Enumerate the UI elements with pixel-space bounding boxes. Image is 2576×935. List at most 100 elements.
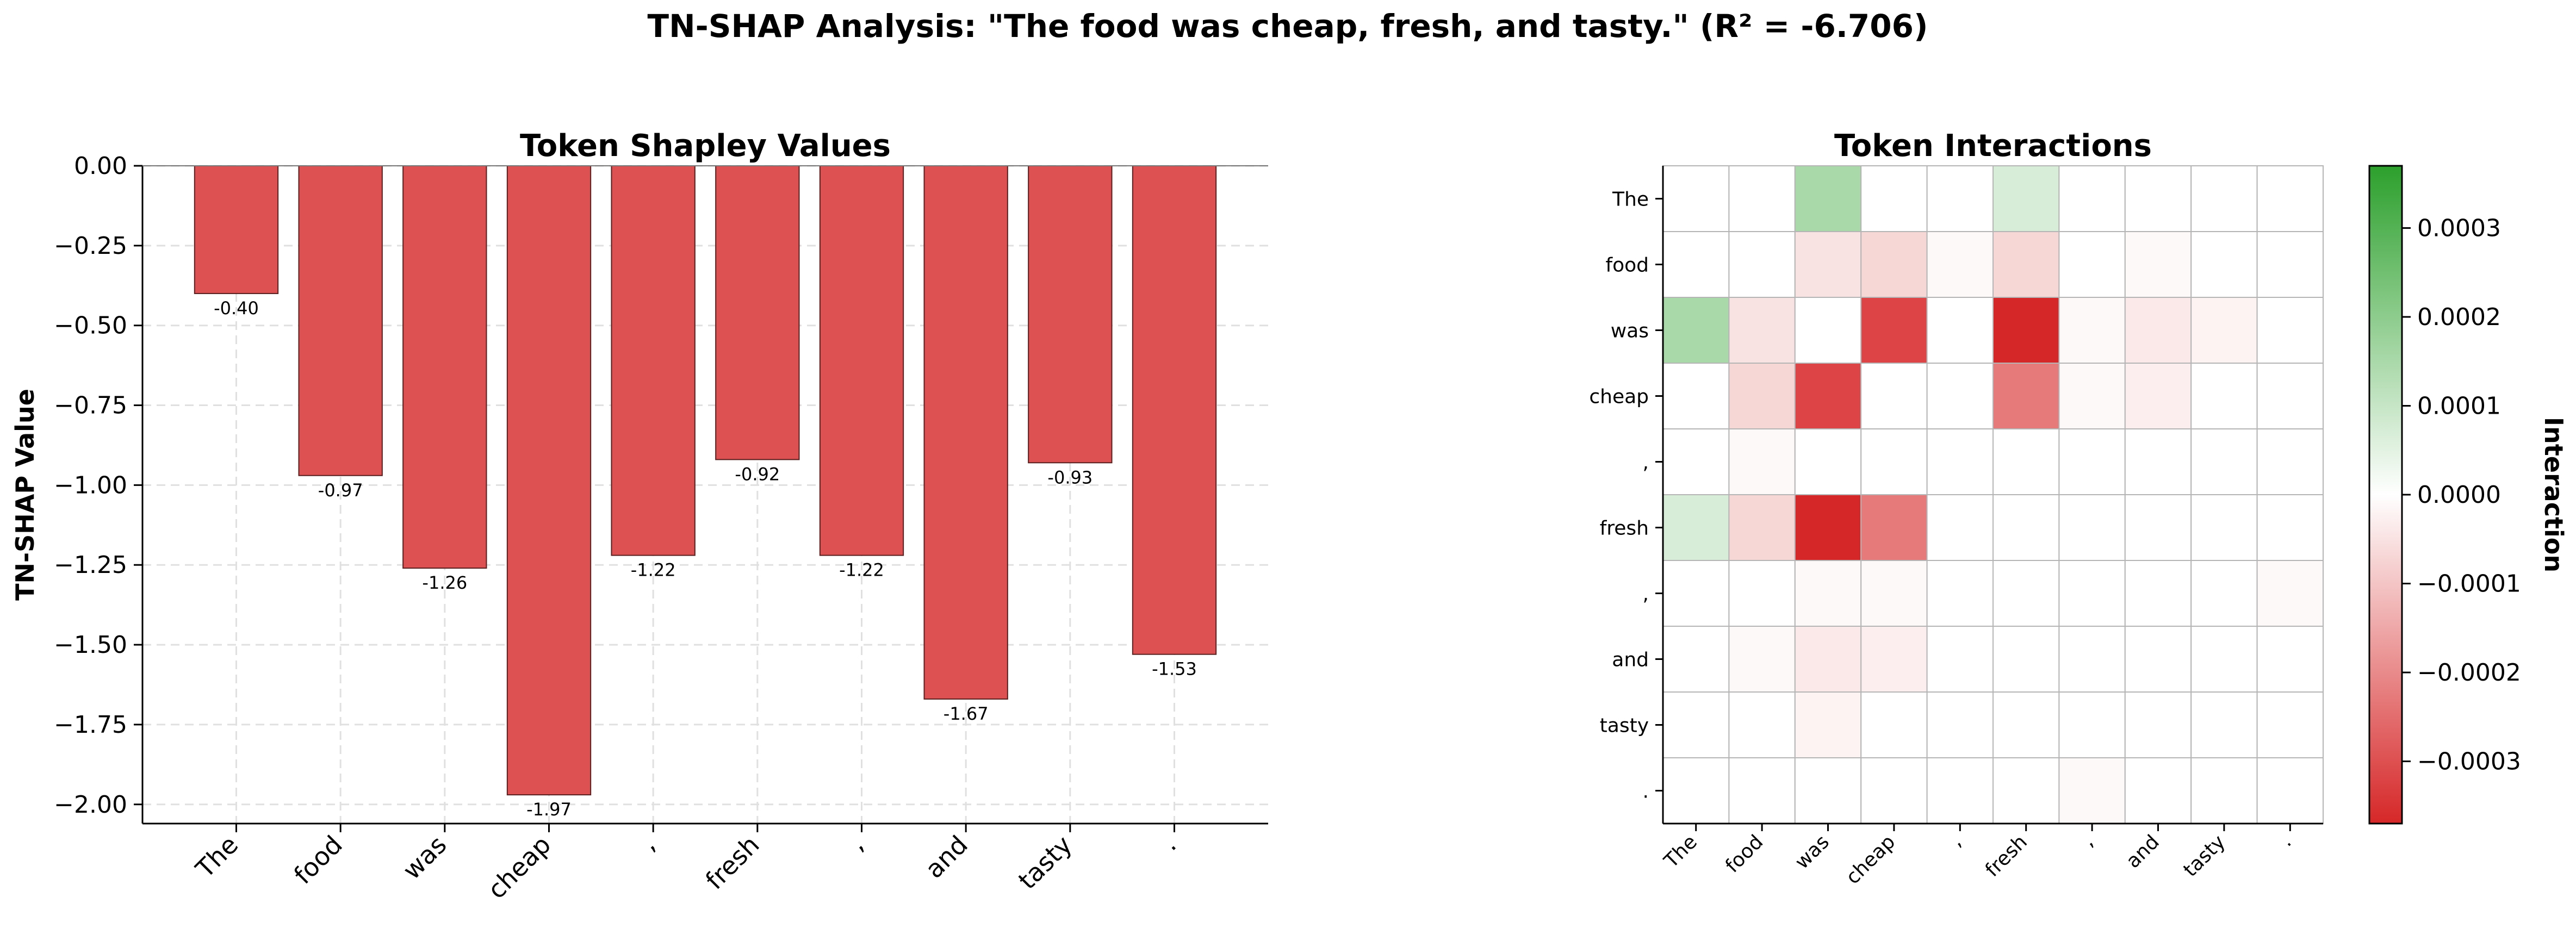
bar-chart-title: Token Shapley Values: [520, 128, 891, 164]
heatmap-cell: [1860, 691, 1928, 758]
bar-7: [923, 165, 1008, 700]
colorbar-tick-label: −0.0003: [2417, 748, 2521, 776]
heatmap-cell: [1926, 691, 1994, 758]
bar-value-label: -0.92: [735, 464, 780, 484]
heatmap-x-label: cheap: [1842, 831, 1900, 889]
heatmap-cell: [2058, 560, 2126, 627]
heatmap-cell: [1662, 165, 1730, 232]
y-tick-label: −2.00: [54, 791, 127, 819]
heatmap-y-label: .: [1643, 781, 1649, 803]
x-tick-label: ,: [634, 830, 661, 857]
heatmap-cell: [1728, 363, 1796, 429]
heatmap-cell: [1992, 297, 2060, 364]
heatmap-cell: [1662, 691, 1730, 758]
heatmap-cell: [1926, 231, 1994, 298]
heatmap-cell: [1662, 560, 1730, 627]
heatmap-cell: [2256, 757, 2324, 824]
y-tick-label: −1.75: [54, 711, 127, 739]
y-tick-label: −1.00: [54, 471, 127, 499]
heatmap-cell: [2256, 560, 2324, 627]
heatmap-cell: [1794, 165, 1862, 232]
heatmap-cell: [1794, 691, 1862, 758]
heatmap-cell: [2058, 363, 2126, 429]
heatmap-x-label: fresh: [1981, 831, 2032, 881]
colorbar-label: Interaction: [2539, 417, 2568, 572]
heatmap-cell: [1926, 494, 1994, 561]
heatmap-cell: [2058, 757, 2126, 824]
heatmap-cell: [2124, 428, 2192, 495]
bar-3: [506, 165, 592, 796]
heatmap-cell: [1992, 626, 2060, 693]
bar-5: [715, 165, 800, 460]
heatmap-cell: [1992, 165, 2060, 232]
heatmap-cell: [1662, 231, 1730, 298]
x-tick-label: food: [288, 830, 348, 890]
colorbar-bar: [2368, 165, 2403, 825]
heatmap-cell: [2256, 297, 2324, 364]
heatmap-cell: [1992, 757, 2060, 824]
heatmap-x-label: ,: [1946, 831, 1966, 851]
heatmap-cell: [1860, 363, 1928, 429]
heatmap-cell: [2190, 560, 2258, 627]
bar-9: [1132, 165, 1217, 655]
bar-value-label: -1.22: [839, 560, 884, 581]
heatmap-cell: [1794, 363, 1862, 429]
y-tick-label: −0.25: [54, 232, 127, 260]
heatmap-cell: [2190, 428, 2258, 495]
heatmap-cell: [2190, 626, 2258, 693]
heatmap-y-label: The: [1612, 189, 1649, 211]
heatmap-cell: [2124, 560, 2192, 627]
heatmap-cell: [1992, 691, 2060, 758]
bar-4: [611, 165, 696, 556]
heatmap-cell: [1992, 560, 2060, 627]
heatmap-cell: [1728, 297, 1796, 364]
heatmap-x-label: and: [2122, 831, 2164, 872]
heatmap-cell: [1794, 626, 1862, 693]
heatmap-y-label: ,: [1643, 452, 1649, 474]
colorbar-tick-label: 0.0002: [2417, 303, 2501, 331]
heatmap-cell: [1794, 494, 1862, 561]
heatmap-cell: [1728, 165, 1796, 232]
heatmap-cell: [1860, 560, 1928, 627]
y-tick-label: −0.50: [54, 312, 127, 340]
heatmap-x-label: .: [2276, 831, 2296, 851]
heatmap-cell: [1794, 757, 1862, 824]
heatmap-cell: [2058, 428, 2126, 495]
heatmap-cell: [1794, 428, 1862, 495]
heatmap-cell: [2058, 691, 2126, 758]
interaction-colorbar: 0.0003 0.0002 0.0001 0.0000 −0.0001 −0.0002 −0…: [2368, 165, 2568, 825]
heatmap-cell: [1992, 363, 2060, 429]
heatmap-cell: [2190, 297, 2258, 364]
heatmap-cell: [2256, 428, 2324, 495]
heatmap-cell: [1992, 428, 2060, 495]
heatmap-cell: [1728, 691, 1796, 758]
heatmap-cell: [1662, 428, 1730, 495]
heatmap-cell: [1728, 626, 1796, 693]
heatmap-cell: [2190, 757, 2258, 824]
heatmap-cell: [1728, 231, 1796, 298]
heatmap-y-label: was: [1611, 320, 1649, 342]
heatmap-cell: [2058, 231, 2126, 298]
interaction-heatmap: Token InteractionsThefoodwascheap,fresh,…: [1589, 128, 2324, 889]
bar-value-label: -0.93: [1047, 467, 1093, 488]
y-axis-label: TN-SHAP Value: [10, 389, 40, 601]
heatmap-cell: [2190, 494, 2258, 561]
heatmap-cell: [2190, 691, 2258, 758]
bar-8: [1028, 165, 1113, 464]
heatmap-cell: [1926, 626, 1994, 693]
heatmap-cell: [2256, 494, 2324, 561]
heatmap-cell: [1860, 626, 1928, 693]
bar-value-label: -0.97: [318, 480, 363, 501]
heatmap-cell: [2058, 297, 2126, 364]
heatmap-cell: [1926, 560, 1994, 627]
heatmap-cell: [1728, 757, 1796, 824]
colorbar-tick-label: 0.0003: [2417, 214, 2501, 242]
heatmap-cell: [2058, 165, 2126, 232]
figure-title: TN-SHAP Analysis: "The food was cheap, f…: [648, 8, 1928, 45]
heatmap-cell: [1728, 560, 1796, 627]
heatmap-cell: [1860, 165, 1928, 232]
heatmap-cell: [1662, 757, 1730, 824]
heatmap-cell: [1794, 297, 1862, 364]
bar-0: [194, 165, 279, 294]
